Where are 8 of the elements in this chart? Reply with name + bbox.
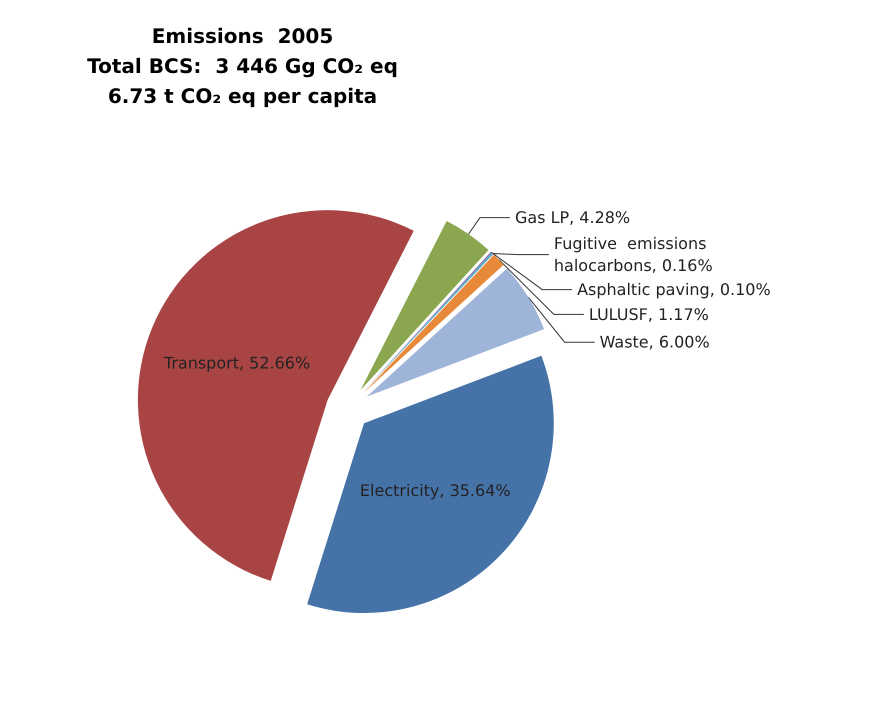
slice-label: Electricity, 35.64% bbox=[360, 480, 511, 500]
slice-label: Waste, 6.00% bbox=[600, 332, 710, 352]
slice-label: LULUSF, 1.17% bbox=[588, 304, 709, 324]
chart-title: Emissions 2005 Total BCS: 3 446 Gg CO₂ eq 6.73 t CO₂ eq per capita bbox=[87, 24, 398, 108]
slice-label: Fugitive emissions halocarbons, 0.16% bbox=[554, 234, 713, 276]
slice-label: Gas LP, 4.28% bbox=[514, 208, 630, 228]
slice-label: Transport, 52.66% bbox=[162, 353, 310, 372]
slice-label: Asphaltic paving, 0.10% bbox=[577, 280, 771, 300]
